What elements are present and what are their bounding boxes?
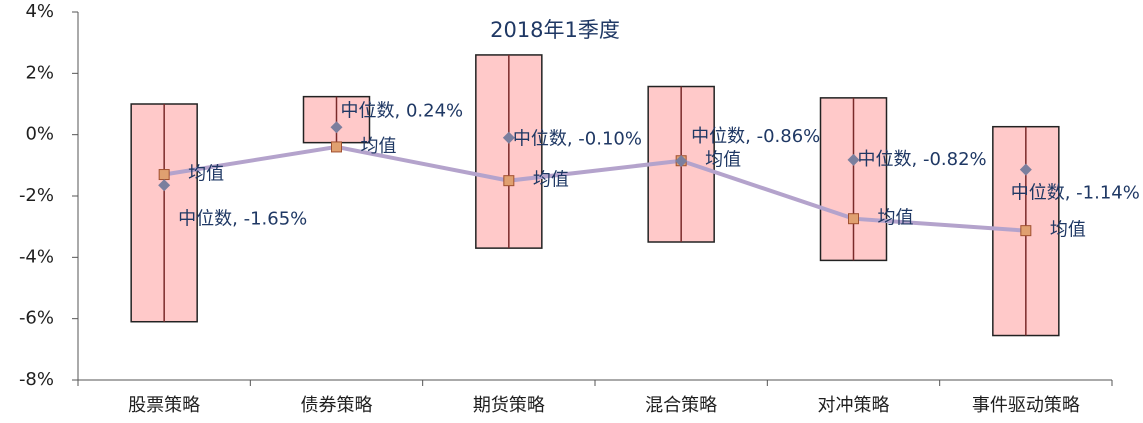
x-tick-label: 期货策略 xyxy=(473,395,545,416)
mean-marker xyxy=(158,169,170,181)
y-tick-label: 4% xyxy=(25,1,54,22)
mean-label: 均值 xyxy=(533,170,569,191)
mean-label: 均值 xyxy=(705,150,741,171)
x-tick-label: 混合策略 xyxy=(645,395,717,416)
mean-marker xyxy=(1020,225,1032,237)
x-tick-label: 股票策略 xyxy=(128,395,200,416)
chart-title: 2018年1季度 xyxy=(490,18,620,42)
median-marker xyxy=(502,131,515,144)
y-tick-label: 2% xyxy=(25,62,54,83)
median-label: 中位数, -0.82% xyxy=(858,149,987,170)
mean-label: 均值 xyxy=(188,164,224,185)
mean-label: 均值 xyxy=(1050,220,1086,241)
mean-label: 均值 xyxy=(361,136,397,157)
median-label: 中位数, 0.24% xyxy=(341,100,464,121)
mean-marker xyxy=(848,213,859,225)
median-marker xyxy=(1019,163,1032,176)
mean-label: 均值 xyxy=(878,208,914,229)
y-tick-label: 0% xyxy=(25,124,54,145)
median-marker xyxy=(330,121,343,134)
x-tick-label: 事件驱动策略 xyxy=(972,395,1080,416)
median-label: 中位数, -1.65% xyxy=(178,208,307,229)
x-tick-label: 债券策略 xyxy=(301,395,373,416)
y-tick-label: -2% xyxy=(19,185,54,206)
median-label: 中位数, -1.14% xyxy=(1011,183,1140,204)
median-label: 中位数, -0.10% xyxy=(513,129,642,150)
median-marker xyxy=(158,179,171,192)
y-tick-label: -4% xyxy=(19,246,54,267)
median-marker xyxy=(675,155,688,168)
y-tick-label: -8% xyxy=(19,369,54,390)
mean-marker xyxy=(331,141,342,153)
median-marker xyxy=(847,153,860,166)
mean-line xyxy=(163,144,1026,233)
median-label: 中位数, -0.86% xyxy=(691,126,820,147)
y-tick-label: -6% xyxy=(19,308,54,329)
mean-marker xyxy=(503,175,515,187)
x-tick-label: 对冲策略 xyxy=(818,395,890,416)
